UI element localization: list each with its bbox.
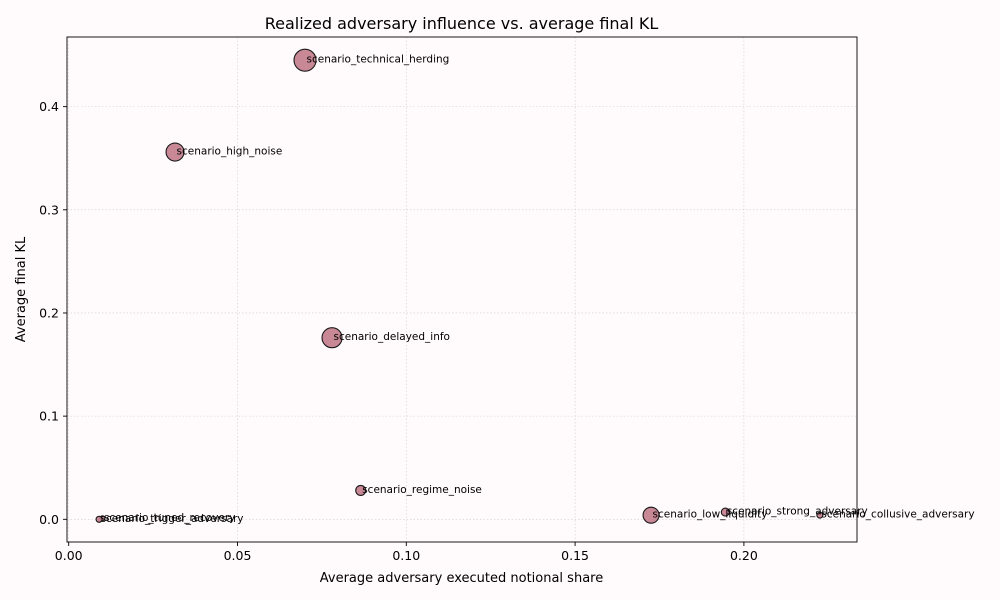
data-point xyxy=(642,506,660,524)
data-point xyxy=(321,327,343,349)
y-tick-label: 0.3 xyxy=(39,202,59,217)
x-tick-label: 0.15 xyxy=(561,548,589,563)
data-point xyxy=(355,484,367,496)
point-label: scenario_collusive_adversary xyxy=(821,509,974,521)
point-label: scenario_delayed_info xyxy=(334,331,450,343)
grid xyxy=(67,37,857,542)
point-label: scenario_technical_herding xyxy=(307,54,450,66)
y-axis: 0.0 0.1 0.2 0.3 0.4 xyxy=(39,99,67,527)
x-tick-label: 0.20 xyxy=(730,548,758,563)
data-point xyxy=(95,515,103,523)
data-point xyxy=(165,142,185,162)
y-axis-label: Average final KL xyxy=(14,236,29,342)
y-tick-label: 0.0 xyxy=(39,512,59,527)
chart-title: Realized adversary influence vs. average… xyxy=(265,14,659,33)
point-label: scenario_low_liquidity xyxy=(653,509,768,521)
y-tick-label: 0.2 xyxy=(39,305,59,320)
point-label: scenario_strong_adversary xyxy=(727,506,868,518)
data-point xyxy=(293,48,317,72)
point-label: scenario_regime_noise xyxy=(362,484,482,496)
point-labels: scenario_technical_herding scenario_high_… xyxy=(101,54,975,525)
data-point xyxy=(816,511,824,519)
x-tick-label: 0.10 xyxy=(392,548,420,563)
plot-frame xyxy=(66,36,858,543)
point-label: scenario_high_noise xyxy=(177,146,283,158)
data-point xyxy=(720,507,730,517)
y-tick-label: 0.4 xyxy=(39,99,59,114)
x-tick-label: 0.05 xyxy=(224,548,252,563)
x-axis-label: Average adversary executed notional shar… xyxy=(320,571,603,586)
point-label: scenario_tuned_recovery xyxy=(104,512,235,524)
point-label: scenario_trigger_adversary xyxy=(101,513,244,525)
data-points xyxy=(95,48,824,524)
y-tick-label: 0.1 xyxy=(39,409,59,424)
x-tick-label: 0.00 xyxy=(55,548,83,563)
x-axis: 0.00 0.05 0.10 0.15 0.20 xyxy=(55,542,758,563)
